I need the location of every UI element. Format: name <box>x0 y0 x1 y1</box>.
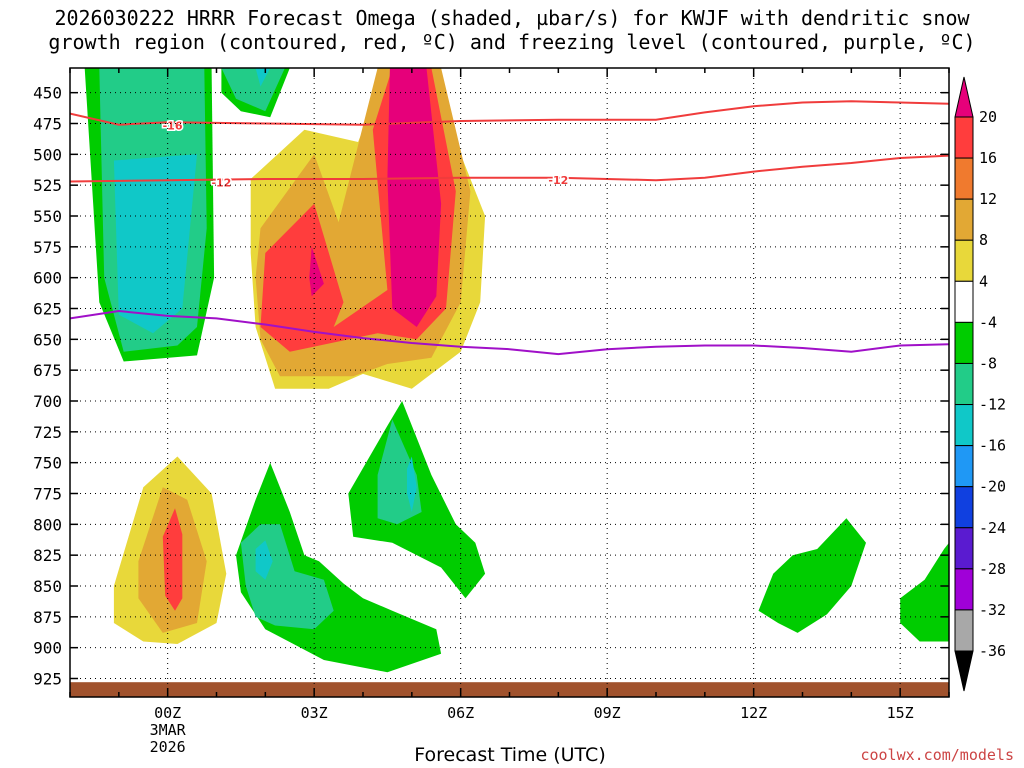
omega-region-5 <box>221 68 285 112</box>
colorbar-swatch-0 <box>954 116 974 159</box>
colorbar-label-13: -36 <box>979 642 1006 660</box>
contour-layer: -16 -12 -12 <box>70 100 949 356</box>
colorbar-swatch-6 <box>954 362 974 406</box>
colorbar-swatch-4 <box>954 280 974 323</box>
x-tick-label-4: 12Z <box>740 704 767 722</box>
y-tick-label-12: 750 <box>33 454 62 473</box>
colorbar-top-arrow <box>954 76 974 118</box>
x-tick-label-5: 15Z <box>887 704 914 722</box>
colorbar-swatch-2 <box>954 198 974 241</box>
omega-region-19 <box>255 540 273 580</box>
y-tick-label-11: 725 <box>33 423 62 442</box>
y-tick-label-0: 450 <box>33 84 62 103</box>
omega-region-26 <box>900 542 949 642</box>
axes-layer: 450 475 500 525 550 575 600 625 650 675 700 725 750 7… <box>33 67 950 756</box>
contour-label-1: -12 <box>211 176 231 189</box>
y-tick-label-16: 850 <box>33 577 62 596</box>
y-tick-label-1: 475 <box>33 115 62 134</box>
y-tick-label-9: 675 <box>33 361 62 380</box>
y-tick-label-18: 900 <box>33 639 62 658</box>
omega-region-25 <box>758 518 866 633</box>
y-tick-label-15: 825 <box>33 546 62 565</box>
colorbar-label-2: 12 <box>979 190 997 208</box>
y-tick-label-19: 925 <box>33 670 62 689</box>
y-tick-label-14: 800 <box>33 515 62 534</box>
y-tick-label-13: 775 <box>33 485 62 504</box>
colorbar-label-12: -32 <box>979 601 1006 619</box>
colorbar-swatch-10 <box>954 527 974 570</box>
y-tick-label-10: 700 <box>33 392 62 411</box>
colorbar: 20 16 12 8 4 -4 -8 -12 -16 -20 -24 -28 -32 -36 <box>954 76 1006 692</box>
colorbar-swatch-3 <box>954 239 974 282</box>
colorbar-swatch-7 <box>954 404 974 447</box>
terrain-strip <box>70 682 949 697</box>
dgz-bottom-contour <box>70 154 949 183</box>
omega-shading-layer <box>70 68 949 697</box>
colorbar-label-9: -20 <box>979 478 1006 496</box>
colorbar-swatch-5 <box>954 321 974 364</box>
title-line-1: 2026030222 HRRR Forecast Omega (shaded, … <box>54 6 970 30</box>
colorbar-swatch-9 <box>954 486 974 529</box>
colorbar-label-1: 16 <box>979 149 997 167</box>
dgz-top-contour <box>70 100 949 126</box>
x-tick-date: 3MAR <box>150 721 187 739</box>
colorbar-label-8: -16 <box>979 437 1006 455</box>
colorbar-swatch-11 <box>954 568 974 611</box>
title-line-2: growth region (contoured, red, ºC) and f… <box>48 30 976 54</box>
x-tick-year: 2026 <box>150 738 186 756</box>
omega-region-22 <box>407 456 417 512</box>
omega-region-11 <box>387 68 442 327</box>
colorbar-swatch-12 <box>954 609 974 652</box>
colorbar-label-6: -8 <box>979 354 997 372</box>
colorbar-bottom-arrow <box>954 650 974 692</box>
colorbar-swatch-1 <box>954 157 974 200</box>
y-tick-label-3: 525 <box>33 176 62 195</box>
x-tick-label-2: 06Z <box>447 704 474 722</box>
contour-label-0: -16 <box>163 120 183 133</box>
colorbar-swatch-8 <box>954 445 974 488</box>
source-credit: coolwx.com/models <box>860 746 1014 764</box>
y-tick-label-4: 550 <box>33 207 62 226</box>
x-tick-label-1: 03Z <box>301 704 328 722</box>
y-tick-label-8: 650 <box>33 330 62 349</box>
omega-region-23 <box>680 271 949 519</box>
colorbar-label-0: 20 <box>979 108 997 126</box>
x-tick-label-0: 00Z <box>154 704 181 722</box>
y-tick-label-17: 875 <box>33 608 62 627</box>
colorbar-label-5: -4 <box>979 313 997 331</box>
colorbar-label-10: -24 <box>979 519 1006 537</box>
omega-region-12 <box>309 246 324 297</box>
freezing-level-contour <box>70 309 949 356</box>
y-tick-label-5: 575 <box>33 238 62 257</box>
chart-title: 2026030222 HRRR Forecast Omega (shaded, … <box>0 6 1024 54</box>
colorbar-label-3: 8 <box>979 231 988 249</box>
x-axis-label: Forecast Time (UTC) <box>414 744 606 766</box>
omega-region-6 <box>255 68 271 87</box>
x-tick-label-3: 09Z <box>594 704 621 722</box>
omega-region-24 <box>641 435 681 494</box>
y-tick-label-6: 600 <box>33 269 62 288</box>
y-tick-label-2: 500 <box>33 145 62 164</box>
contour-label-2: -12 <box>548 174 568 187</box>
omega-region-3 <box>113 154 197 334</box>
y-tick-label-7: 625 <box>33 300 62 319</box>
colorbar-label-7: -12 <box>979 396 1006 414</box>
colorbar-label-11: -28 <box>979 560 1006 578</box>
colorbar-label-4: 4 <box>979 272 988 290</box>
